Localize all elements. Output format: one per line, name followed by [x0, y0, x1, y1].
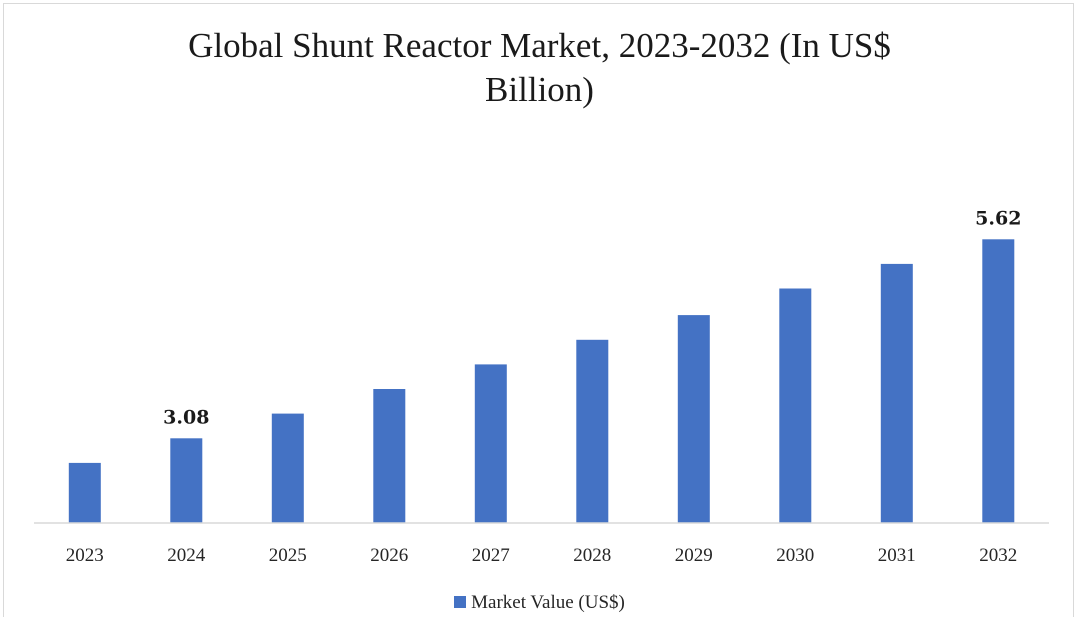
x-tick-label-2031: 2031 — [878, 545, 916, 566]
x-tick-label-2029: 2029 — [675, 545, 713, 566]
bar-2030 — [779, 288, 812, 523]
data-label-2024: 3.08 — [163, 406, 209, 428]
x-tick-label-2028: 2028 — [573, 545, 611, 566]
bar-2026 — [373, 389, 406, 523]
chart-title-line-2: Billion) — [485, 70, 594, 109]
x-tick-label-2023: 2023 — [66, 545, 104, 566]
chart-title-line-1: Global Shunt Reactor Market, 2023-2032 (… — [188, 26, 891, 65]
x-tick-labels: 2023 2024 2025 2026 2027 2028 2029 2030 2031 2032 — [66, 545, 1017, 566]
x-tick-label-2032: 2032 — [979, 545, 1017, 566]
x-tick-label-2024: 2024 — [167, 545, 206, 566]
chart-title: Global Shunt Reactor Market, 2023-2032 (… — [0, 24, 1079, 112]
bar-2028 — [576, 339, 609, 523]
x-tick-label-2026: 2026 — [370, 545, 408, 566]
x-tick-label-2030: 2030 — [776, 545, 814, 566]
bar-2031 — [880, 263, 913, 523]
bar-2027 — [474, 364, 507, 523]
bar-2029 — [677, 315, 710, 523]
legend-swatch — [454, 596, 467, 608]
data-label-2032: 5.62 — [975, 207, 1021, 229]
bar-2032 — [982, 239, 1015, 524]
bar-2025 — [271, 413, 304, 523]
legend-label: Market Value (US$) — [471, 592, 625, 613]
x-tick-label-2025: 2025 — [269, 545, 307, 566]
data-labels: 3.08 5.62 — [163, 207, 1021, 428]
bars-group — [68, 239, 1015, 524]
bar-2023 — [68, 462, 101, 523]
bar-2024 — [170, 438, 203, 523]
x-tick-label-2027: 2027 — [472, 545, 510, 566]
legend: Market Value (US$) — [0, 591, 1079, 615]
